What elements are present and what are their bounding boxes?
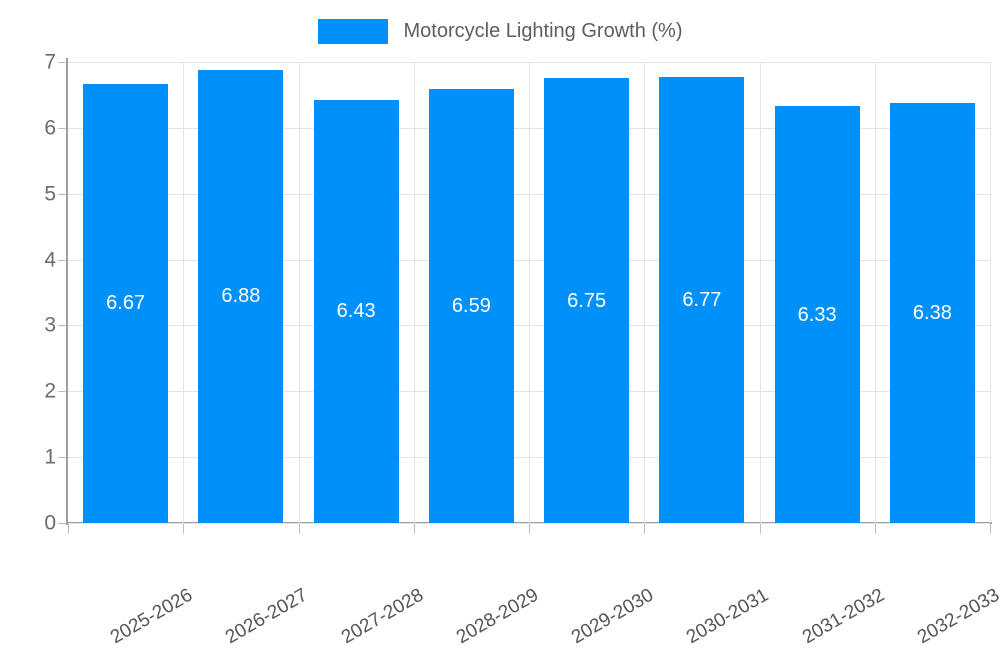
- x-axis-tick-mark: [68, 524, 69, 534]
- bar[interactable]: 6.77: [659, 77, 745, 523]
- bar[interactable]: 6.88: [198, 69, 284, 523]
- x-axis-tick-label: 2030-2031: [683, 584, 773, 648]
- chart-legend: Motorcycle Lighting Growth (%): [0, 10, 1000, 52]
- bar-value-label: 6.67: [106, 292, 146, 315]
- y-axis-tick-label: 1: [44, 445, 56, 469]
- x-axis-tick-mark: [760, 524, 761, 534]
- legend-item-label: Motorcycle Lighting Growth (%): [403, 20, 683, 42]
- gridline-vertical: [299, 62, 300, 523]
- x-axis-tick-label: 2025-2026: [106, 584, 197, 648]
- gridline-vertical: [414, 62, 415, 523]
- y-axis-tick-mark: [58, 62, 66, 63]
- x-axis-tick-label: 2028-2029: [452, 584, 542, 648]
- bar-value-label: 6.43: [336, 300, 376, 323]
- y-axis-tick-label: 0: [44, 511, 56, 535]
- y-axis-line: [66, 58, 68, 525]
- x-axis-tick-mark: [183, 524, 184, 534]
- y-axis-tick-label: 6: [44, 116, 56, 140]
- bar[interactable]: 6.75: [544, 78, 630, 523]
- y-axis-tick-label: 5: [44, 182, 56, 206]
- gridline-horizontal: [68, 523, 990, 524]
- bar[interactable]: 6.67: [83, 83, 169, 523]
- bar[interactable]: 6.38: [889, 102, 975, 523]
- bar[interactable]: 6.43: [313, 99, 399, 523]
- x-axis-tick-mark: [990, 524, 991, 534]
- gridline-vertical: [990, 62, 991, 523]
- bar-value-label: 6.38: [912, 301, 952, 324]
- bar[interactable]: 6.59: [428, 89, 514, 523]
- plot-area: 6.67 6.88 6.43 6.59 6.75 6.77 6.33 6.38: [68, 62, 991, 524]
- gridline-vertical: [644, 62, 645, 523]
- gridline-vertical: [529, 62, 530, 523]
- y-axis-tick-mark: [58, 259, 66, 261]
- bar-value-label: 6.59: [451, 295, 491, 317]
- y-axis-tick-mark: [58, 391, 66, 393]
- x-axis-tick-label: 2031-2032: [798, 584, 888, 648]
- x-axis-tick-label: 2029-2030: [567, 584, 658, 648]
- x-axis-tick-label: 2032-2033: [913, 584, 1000, 648]
- x-axis-tick-mark: [529, 524, 530, 534]
- x-axis-tick-label: 2026-2027: [222, 584, 312, 648]
- y-axis-tick-label: 7: [44, 50, 56, 74]
- legend-item-motorcycle-lighting-growth[interactable]: Motorcycle Lighting Growth (%): [317, 18, 683, 44]
- gridline-vertical: [875, 62, 876, 523]
- bar-value-label: 6.33: [797, 303, 837, 326]
- bar-value-label: 6.75: [567, 289, 607, 312]
- gridline-vertical: [183, 62, 184, 523]
- bar[interactable]: 6.33: [774, 106, 860, 523]
- x-axis-tick-mark: [299, 524, 300, 534]
- y-axis-tick-label: 4: [44, 248, 56, 272]
- y-axis-tick-mark: [58, 127, 66, 129]
- x-axis-tick-mark: [875, 524, 876, 534]
- bar-value-label: 6.77: [682, 289, 722, 312]
- y-axis-tick-mark: [58, 193, 66, 195]
- y-axis-tick-label: 2: [44, 379, 56, 403]
- y-axis-tick-mark: [58, 523, 66, 524]
- x-axis-tick-mark: [414, 524, 415, 534]
- y-axis-tick-label: 3: [44, 313, 56, 337]
- x-axis-tick-label: 2027-2028: [337, 584, 427, 648]
- bar-value-label: 6.88: [221, 285, 261, 308]
- x-axis-tick-mark: [644, 524, 645, 534]
- y-axis: 0 1 2 3 4 5 6 7: [0, 0, 66, 600]
- legend-color-swatch-icon: [317, 18, 388, 44]
- y-axis-tick-mark: [58, 325, 66, 327]
- gridline-vertical: [760, 62, 761, 523]
- y-axis-tick-mark: [58, 457, 66, 459]
